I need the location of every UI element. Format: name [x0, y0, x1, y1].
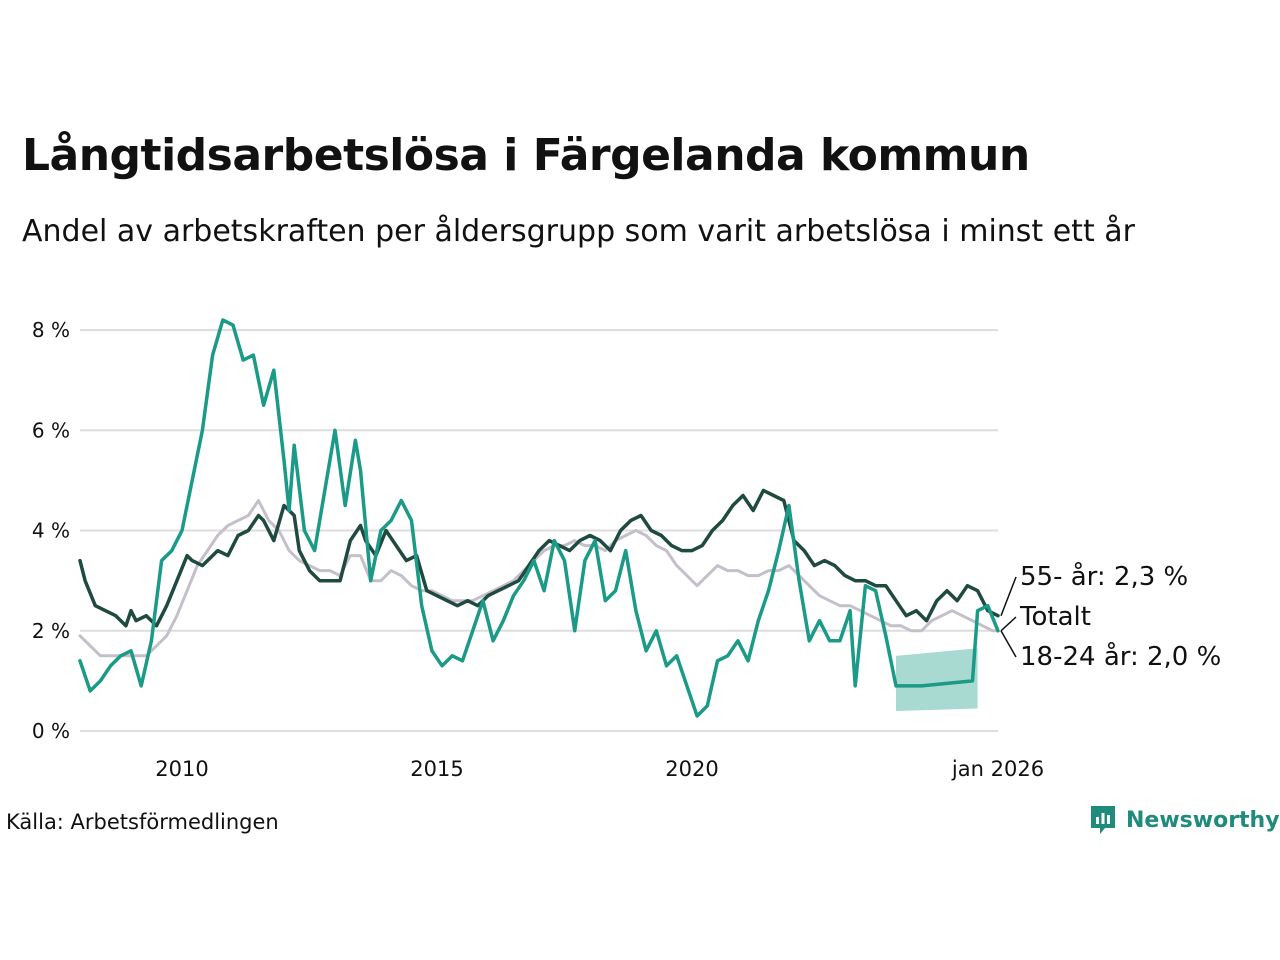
y-tick-label: 4 % [32, 519, 70, 543]
x-tick-label: 2015 [410, 757, 463, 781]
series-total-line [78, 499, 1000, 658]
label-leader-line [1000, 630, 1017, 658]
series-18-24-line [78, 318, 1000, 718]
series-end-label: Totalt [1019, 602, 1091, 632]
chart-title: Långtidsarbetslösa i Färgelanda kommun [22, 130, 1030, 181]
y-tick-label: 8 % [32, 318, 70, 342]
y-tick-label: 0 % [32, 719, 70, 743]
series-end-label: 18-24 år: 2,0 % [1020, 641, 1221, 672]
series-end-label: 55- år: 2,3 % [1020, 561, 1188, 592]
confidence-band [896, 648, 978, 711]
label-leader-line [1000, 576, 1017, 617]
newsworthy-logo-icon [1088, 804, 1118, 836]
series-55-line [78, 488, 1000, 628]
brand-name: Newsworthy [1126, 807, 1280, 833]
label-leader-line [1000, 616, 1017, 632]
y-tick-label: 2 % [32, 619, 70, 643]
brand-logo: Newsworthy [1088, 804, 1280, 836]
x-tick-label: jan 2026 [951, 757, 1044, 781]
x-tick-label: 2020 [665, 757, 718, 781]
x-tick-label: 2010 [155, 757, 208, 781]
source-note: Källa: Arbetsförmedlingen [6, 810, 279, 834]
y-tick-label: 6 % [32, 418, 70, 442]
chart-subtitle: Andel av arbetskraften per åldersgrupp s… [22, 214, 1135, 249]
